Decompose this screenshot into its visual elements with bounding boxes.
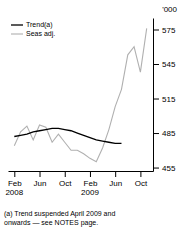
tick-label: Feb: [8, 179, 22, 188]
tick-mark: [115, 171, 116, 177]
tick: Jun: [34, 171, 47, 188]
legend-swatch: [11, 24, 23, 25]
tick-mark: [65, 171, 66, 177]
tick-label: 545: [162, 60, 176, 69]
series-line: [14, 28, 146, 161]
tick-label: Jun: [34, 179, 47, 188]
tick-mark: [90, 171, 91, 177]
tick: Oct: [135, 171, 148, 188]
tick: 545: [153, 60, 176, 69]
tick-mark: [40, 171, 41, 177]
annotation: 2008: [5, 188, 23, 197]
tick: Feb: [8, 171, 22, 188]
annotation: 2009: [81, 188, 99, 197]
footnote-line: (a) Trend suspended April 2009 and: [4, 210, 115, 218]
tick-label: 515: [162, 95, 176, 104]
legend-item: Trend(a): [11, 21, 53, 29]
tick: 575: [153, 26, 176, 35]
tick-mark: [153, 64, 159, 65]
tick-label: Jun: [109, 179, 122, 188]
legend: Trend(a)Seas adj.: [11, 21, 55, 38]
axis-line: [9, 171, 154, 172]
plot: Feb Jun Oct Feb Jun Oct 455 485 515 545 575 Trend(a…: [8, 19, 176, 188]
tick: Feb: [84, 171, 98, 188]
tick: Jun: [109, 171, 122, 188]
legend-item: Seas adj.: [11, 30, 55, 38]
tick-mark: [140, 171, 141, 177]
tick-label: Feb: [84, 179, 98, 188]
footnote-line: onwards — see NOTES page.: [4, 219, 98, 227]
axis-line: [153, 19, 154, 172]
lines: [14, 28, 146, 161]
legend-label: Trend(a): [26, 21, 53, 29]
tick-mark: [153, 133, 159, 134]
tick: 485: [153, 129, 176, 138]
tick-mark: [153, 30, 159, 31]
tick-label: 575: [162, 26, 176, 35]
tick: Oct: [59, 171, 72, 188]
tick-label: Oct: [59, 179, 72, 188]
tick-label: Oct: [135, 179, 148, 188]
x-axis: Feb Jun Oct Feb Jun Oct: [8, 171, 154, 188]
tick: 515: [153, 95, 176, 104]
tick-label: 485: [162, 129, 176, 138]
tick-mark: [153, 168, 159, 169]
legend-label: Seas adj.: [26, 30, 55, 38]
y-axis: 455 485 515 545 575: [153, 19, 176, 173]
legend-swatch: [11, 33, 23, 34]
chart: Feb Jun Oct Feb Jun Oct 455 485 515 545 575 Trend(a…: [0, 0, 181, 231]
tick: 455: [153, 164, 176, 173]
tick-mark: [14, 171, 15, 177]
series-line: [14, 128, 121, 143]
tick-mark: [153, 99, 159, 100]
footnote: (a) Trend suspended April 2009 andonward…: [4, 210, 115, 227]
y-label: '000: [162, 5, 177, 14]
tick-label: 455: [162, 164, 176, 173]
